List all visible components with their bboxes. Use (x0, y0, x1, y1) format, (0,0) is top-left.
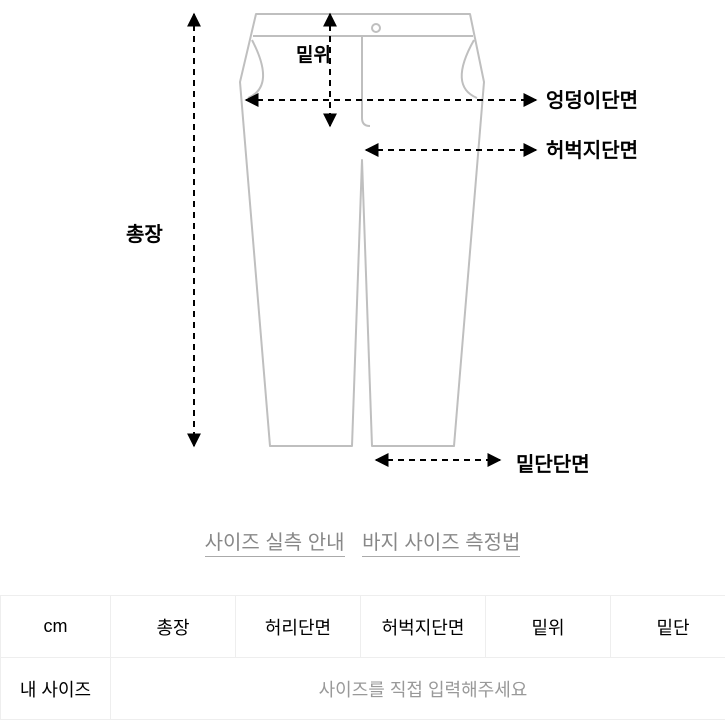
unit-header: cm (1, 596, 111, 658)
thigh-label: 허벅지단면 (546, 134, 638, 163)
col-header: 허리단면 (236, 596, 361, 658)
pants-measurement-diagram: 밑위 엉덩이단면 허벅지단면 총장 밑단단면 (0, 0, 725, 500)
rise-label: 밑위 (296, 40, 331, 67)
table-header-row: cm 총장 허리단면 허벅지단면 밑위 밑단 (1, 596, 725, 658)
measure-method-link[interactable]: 바지 사이즈 측정법 (362, 532, 520, 557)
col-header: 총장 (111, 596, 236, 658)
size-table: cm 총장 허리단면 허벅지단면 밑위 밑단 내 사이즈 사이즈를 직접 입력해… (0, 595, 725, 720)
col-header: 밑위 (486, 596, 611, 658)
hip-label: 엉덩이단면 (546, 84, 638, 113)
col-header: 허벅지단면 (361, 596, 486, 658)
length-label: 총장 (126, 218, 163, 247)
hem-label: 밑단단면 (516, 448, 590, 477)
my-size-input-cell[interactable]: 사이즈를 직접 입력해주세요 (111, 658, 725, 720)
col-header: 밑단 (611, 596, 725, 658)
my-size-label: 내 사이즈 (1, 658, 111, 720)
size-guide-link[interactable]: 사이즈 실측 안내 (205, 532, 345, 557)
my-size-row: 내 사이즈 사이즈를 직접 입력해주세요 (1, 658, 725, 720)
help-links: 사이즈 실측 안내 바지 사이즈 측정법 (0, 526, 725, 555)
